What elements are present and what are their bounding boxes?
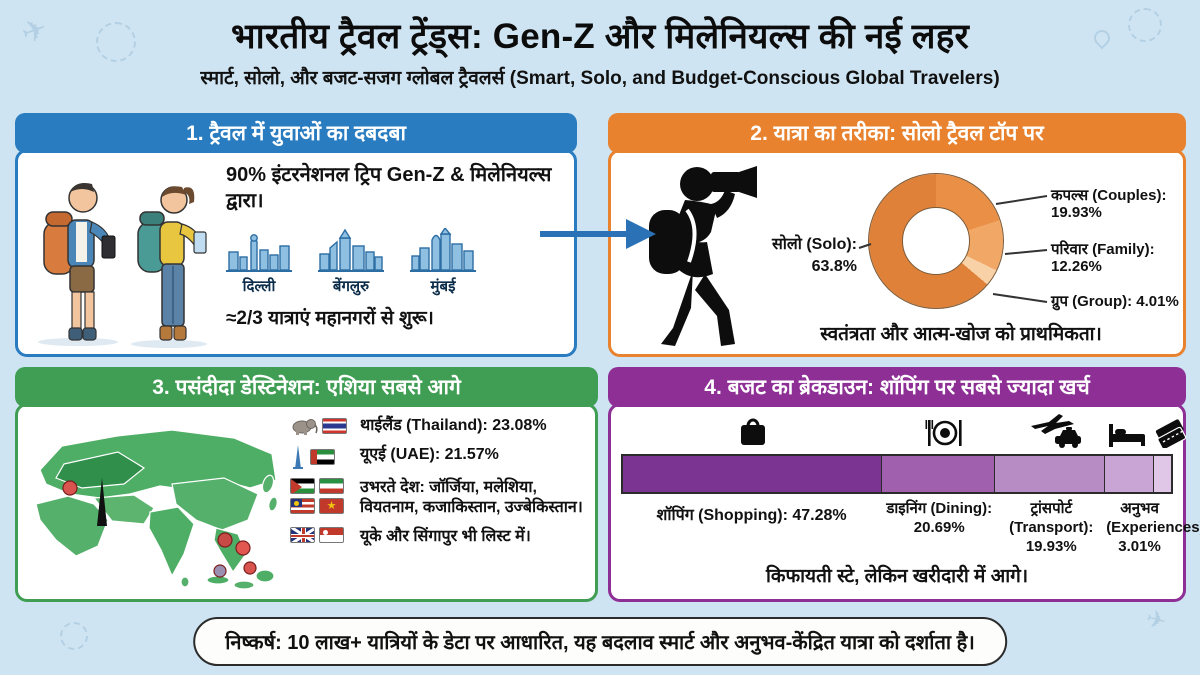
destination-label: यूके और सिंगापुर भी लिस्ट में।: [360, 528, 531, 545]
city-bengaluru: बेंगलुरु: [318, 228, 384, 296]
panel4-caption: किफायती स्टे, लेकिन खरीदारी में आगे।: [765, 566, 1029, 587]
plane-taxi-icon: [1031, 414, 1081, 448]
travelers-illustration: [38, 183, 207, 348]
singapore-flag: [319, 527, 344, 543]
city-delhi: दिल्ली: [226, 228, 292, 296]
panel4-header: 4. बजट का ब्रेकडाउन: शॉपिंग पर सबसे ज्या…: [608, 367, 1186, 407]
page-subtitle: स्मार्ट, सोलो, और बजट-सजग ग्लोबल ट्रैवलर…: [200, 68, 1000, 89]
asia-map: [35, 429, 278, 590]
budget-labels-row: शॉपिंग (Shopping): 47.28% डाइनिंग (Dinin…: [621, 500, 1200, 556]
panel-travel-mode: 2. यात्रा का तरीका: सोलो ट्रैवल टॉप पर: [608, 113, 1186, 357]
city-skyline-icon: [226, 234, 292, 272]
jordan-flag: [290, 478, 315, 494]
destination-emerging: ★ उभरते देश: जॉर्जिया, मलेशिया, वियतनाम,…: [290, 478, 589, 518]
panel1-header: 1. ट्रैवल में युवाओं का दबदबा: [15, 113, 577, 153]
panel-destinations: 3. पसंदीदा डेस्टिनेशन: एशिया सबसे आगे: [15, 367, 598, 602]
donut-label-family: परिवार (Family): 12.26%: [1051, 241, 1155, 275]
panel3-body: थाईलैंड (Thailand): 23.08% यूएई (UAE): 2…: [15, 403, 598, 602]
uae-flag: [310, 449, 335, 465]
circle-doodle-icon: [60, 622, 88, 650]
panel1-stat: 90% इंटरनेशनल ट्रिप Gen-Z & मिलेनियल्स द…: [226, 164, 552, 212]
bar-segment: [995, 456, 1105, 492]
budget-bar: [621, 454, 1173, 494]
bar-segment: [1154, 456, 1171, 492]
budget-label-dining: डाइनिंग (Dining): 20.69%: [886, 500, 993, 536]
destination-thailand: थाईलैंड (Thailand): 23.08%: [290, 416, 589, 436]
panel2-body: सोलो (Solo): 63.8% कपल्स (Couples): 19.9…: [608, 149, 1186, 357]
panel2-caption: स्वतंत्रता और आत्म-खोज को प्राथमिकता।: [820, 324, 1102, 345]
budget-icons-row: [621, 412, 1187, 448]
city-skyline-icon: [410, 228, 476, 272]
donut-label-group: ग्रुप (Group): 4.01%: [1051, 293, 1179, 310]
destination-label: यूएई (UAE): 21.57%: [360, 446, 499, 463]
conclusion-banner: निष्कर्ष: 10 लाख+ यात्रियों के डेटा पर आ…: [193, 617, 1007, 666]
flow-arrow-icon: [540, 219, 656, 249]
city-mumbai: मुंबई: [410, 228, 476, 296]
panel2-header: 2. यात्रा का तरीका: सोलो ट्रैवल टॉप पर: [608, 113, 1186, 153]
panel1-caption: ≈2/3 यात्राएं महानगरों से शुरू।: [226, 308, 434, 329]
hotel-bed-icon: [1109, 424, 1145, 447]
destination-label: थाईलैंड (Thailand): 23.08%: [360, 417, 547, 434]
thailand-flag: [322, 418, 347, 434]
burj-khalifa-icon: [293, 445, 303, 469]
budget-label-transport: ट्रांसपोर्ट (Transport): 19.93%: [1009, 500, 1094, 555]
panel4-body: शॉपिंग (Shopping): 47.28% डाइनिंग (Dinin…: [608, 403, 1200, 602]
donut-label-solo-name: सोलो (Solo):: [771, 236, 857, 253]
panel3-header: 3. पसंदीदा डेस्टिनेशन: एशिया सबसे आगे: [15, 367, 598, 407]
bar-segment: [882, 456, 996, 492]
dining-icon: [925, 420, 962, 446]
elephant-icon: [292, 419, 318, 435]
bar-segment: [623, 456, 883, 492]
page-title: भारतीय ट्रैवल ट्रेंड्स: Gen-Z और मिलेनिय…: [231, 17, 969, 56]
city-label: दिल्ली: [242, 278, 276, 295]
bar-segment: [1104, 456, 1155, 492]
iran-flag: [319, 478, 344, 494]
budget-label-experiences: अनुभव (Experiences): 3.01%: [1106, 500, 1200, 555]
destination-uae: यूएई (UAE): 21.57%: [290, 445, 589, 469]
plane-doodle-icon: ✈: [1142, 604, 1170, 637]
cities-row: दिल्ली बेंगलुरु: [226, 228, 566, 296]
uk-flag: [290, 527, 315, 543]
donut-label-couples: कपल्स (Couples): 19.93%: [1051, 187, 1167, 221]
destination-label: उभरते देश: जॉर्जिया, मलेशिया, वियतनाम, क…: [360, 479, 583, 516]
budget-label-shopping: शॉपिंग (Shopping): 47.28%: [656, 507, 847, 524]
vietnam-flag: ★: [319, 498, 344, 514]
shopping-bag-icon: [741, 418, 765, 445]
tickets-icon: [1155, 419, 1187, 448]
donut-chart: [868, 173, 1004, 309]
panel-youth-dominance: 1. ट्रैवल में युवाओं का दबदबा: [15, 113, 577, 357]
city-label: मुंबई: [430, 278, 456, 295]
destination-uk-singapore: यूके और सिंगापुर भी लिस्ट में।: [290, 527, 589, 547]
panel1-body: 90% इंटरनेशनल ट्रिप Gen-Z & मिलेनियल्स द…: [15, 149, 577, 357]
donut-label-solo-value: 63.8%: [811, 257, 857, 275]
donut-label-solo: सोलो (Solo): 63.8%: [739, 234, 857, 277]
solo-photographer-silhouette: [649, 166, 757, 346]
panel-budget-breakdown: 4. बजट का ब्रेकडाउन: शॉपिंग पर सबसे ज्या…: [608, 367, 1200, 602]
malaysia-flag: [290, 498, 315, 514]
city-skyline-icon: [318, 228, 384, 272]
city-label: बेंगलुरु: [332, 278, 370, 295]
